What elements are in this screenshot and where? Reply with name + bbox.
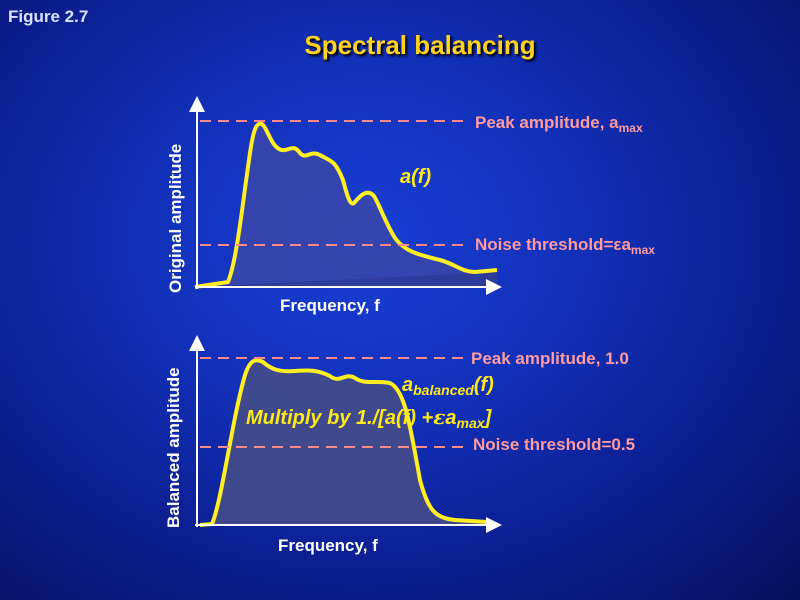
multiply-formula: Multiply by 1./[a(f) +εamax] <box>246 405 493 431</box>
bottom-x-axis-label: Frequency, f <box>278 536 378 555</box>
figure-label: Figure 2.7 <box>8 7 89 26</box>
bottom-y-axis-label: Balanced amplitude <box>164 367 183 528</box>
top-curve-fill <box>195 123 497 287</box>
top-amplitude-curve <box>194 121 498 289</box>
top-plot: Peak amplitude, amax Noise threshold=εam… <box>166 96 655 315</box>
bottom-noise-label: Noise threshold=0.5 <box>473 435 635 454</box>
bottom-peak-label: Peak amplitude, 1.0 <box>471 349 629 368</box>
top-x-axis-label: Frequency, f <box>280 296 380 315</box>
slide-title: Spectral balancing <box>304 30 536 60</box>
top-fill-shadow <box>195 272 497 287</box>
top-peak-label: Peak amplitude, amax <box>475 113 643 135</box>
top-noise-label: Noise threshold=εamax <box>475 235 655 257</box>
bottom-plot: Peak amplitude, 1.0 Noise threshold=0.5 … <box>164 335 635 555</box>
bottom-curve-fill <box>200 360 487 525</box>
bottom-balanced-curve <box>199 358 488 527</box>
top-curve-label: a(f) <box>400 166 431 188</box>
top-y-axis-label: Original amplitude <box>166 144 185 293</box>
bottom-curve-label: abalanced(f) <box>402 374 494 398</box>
